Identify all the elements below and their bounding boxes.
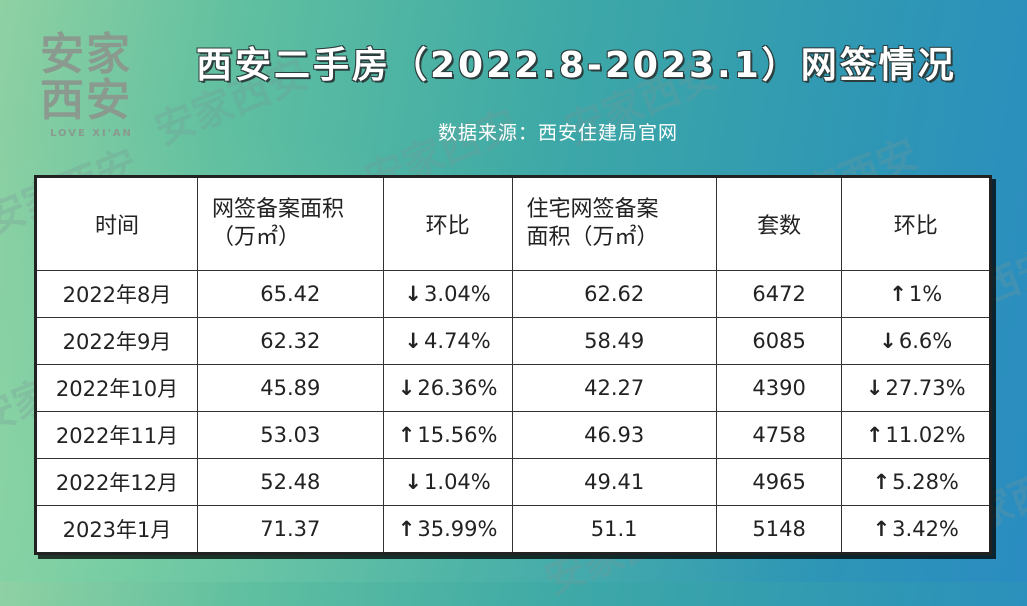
- header-period: 时间: [35, 176, 198, 271]
- cell-area-mom: ↑15.56%: [382, 411, 513, 459]
- table-row: 2022年11月 53.03 ↑15.56% 46.93 4758 ↑11.02%: [35, 411, 991, 459]
- cell-area: 65.42: [197, 270, 384, 318]
- header-units-mom: 环比: [841, 176, 991, 271]
- area-mom-value: 26.36%: [417, 376, 498, 400]
- table-row: 2022年12月 52.48 ↓1.04% 49.41 4965 ↑5.28%: [35, 458, 991, 506]
- cell-period: 2023年1月: [35, 505, 198, 554]
- area-mom-value: 1.04%: [424, 470, 491, 494]
- units-mom-value: 27.73%: [885, 376, 966, 400]
- trend-arrow-icon: ↑: [397, 423, 416, 447]
- cell-area: 53.03: [197, 411, 384, 459]
- header-res-area-line1: 住宅网签备案: [526, 197, 659, 222]
- brand-logo: 安家 西安 LOVE XI'AN: [40, 32, 150, 142]
- data-table: 时间 网签备案面积 （万㎡） 环比 住宅网签备案 面积（万㎡） 套数 环比 20…: [34, 175, 992, 555]
- units-mom-value: 11.02%: [885, 423, 966, 447]
- cell-res-area: 42.27: [511, 364, 717, 412]
- cell-units-mom: ↑5.28%: [841, 458, 991, 506]
- header-area-line1: 网签备案面积: [212, 197, 345, 222]
- cell-units: 5148: [715, 505, 843, 554]
- cell-area-mom: ↓4.74%: [382, 317, 513, 365]
- cell-area-mom: ↑35.99%: [382, 505, 513, 554]
- units-mom-value: 5.28%: [892, 470, 959, 494]
- table-row: 2022年10月 45.89 ↓26.36% 42.27 4390 ↓27.73%: [35, 364, 991, 412]
- units-mom-value: 3.42%: [892, 517, 959, 541]
- table-body: 2022年8月 65.42 ↓3.04% 62.62 6472 ↑1% 2022年9月 62.…: [35, 270, 991, 554]
- trend-arrow-icon: ↑: [889, 282, 907, 306]
- trend-arrow-icon: ↓: [879, 329, 897, 353]
- cell-area: 45.89: [197, 364, 384, 412]
- cell-period: 2022年10月: [35, 364, 198, 412]
- trend-arrow-icon: ↓: [404, 282, 423, 306]
- cell-units: 4758: [715, 411, 843, 459]
- header-area-line2: （万㎡）: [212, 225, 301, 250]
- cell-units: 4390: [715, 364, 843, 412]
- area-mom-value: 35.99%: [417, 517, 498, 541]
- cell-res-area: 58.49: [511, 317, 717, 365]
- page-title: 西安二手房（2022.8-2023.1）网签情况: [196, 45, 957, 86]
- trend-arrow-icon: ↑: [865, 423, 884, 447]
- logo-line-2: 西安: [40, 75, 132, 126]
- cell-period: 2022年12月: [35, 458, 198, 506]
- cell-res-area: 62.62: [511, 270, 717, 318]
- cell-res-area: 46.93: [511, 411, 717, 459]
- table-row: 2022年9月 62.32 ↓4.74% 58.49 6085 ↓6.6%: [35, 317, 991, 365]
- area-mom-value: 15.56%: [417, 423, 498, 447]
- trend-arrow-icon: ↑: [872, 470, 891, 494]
- table-header-row: 时间 网签备案面积 （万㎡） 环比 住宅网签备案 面积（万㎡） 套数 环比: [35, 176, 991, 271]
- cell-units: 6472: [715, 270, 843, 318]
- area-mom-value: 4.74%: [424, 329, 491, 353]
- header-res-area-line2: 面积（万㎡）: [526, 225, 659, 250]
- cell-res-area: 49.41: [511, 458, 717, 506]
- trend-arrow-icon: ↓: [404, 329, 423, 353]
- cell-area: 52.48: [197, 458, 384, 506]
- cell-units-mom: ↑11.02%: [841, 411, 991, 459]
- trend-arrow-icon: ↑: [872, 517, 891, 541]
- trend-arrow-icon: ↓: [404, 470, 423, 494]
- cell-units-mom: ↑3.42%: [841, 505, 991, 554]
- cell-area-mom: ↓1.04%: [382, 458, 513, 506]
- trend-arrow-icon: ↑: [397, 517, 416, 541]
- header-area-mom: 环比: [382, 176, 513, 271]
- units-mom-value: 1%: [908, 282, 943, 306]
- header-area: 网签备案面积 （万㎡）: [197, 176, 384, 271]
- cell-units: 4965: [715, 458, 843, 506]
- logo-line-1: 安家: [40, 29, 132, 80]
- cell-units-mom: ↑1%: [841, 270, 991, 318]
- cell-period: 2022年8月: [35, 270, 198, 318]
- table-row: 2022年8月 65.42 ↓3.04% 62.62 6472 ↑1%: [35, 270, 991, 318]
- cell-units-mom: ↓6.6%: [841, 317, 991, 365]
- cell-period: 2022年9月: [35, 317, 198, 365]
- cell-area-mom: ↓3.04%: [382, 270, 513, 318]
- header-units: 套数: [715, 176, 843, 271]
- table-row: 2023年1月 71.37 ↑35.99% 51.1 5148 ↑3.42%: [35, 505, 991, 554]
- cell-period: 2022年11月: [35, 411, 198, 459]
- cell-area: 62.32: [197, 317, 384, 365]
- cell-units: 6085: [715, 317, 843, 365]
- area-mom-value: 3.04%: [424, 282, 491, 306]
- cell-units-mom: ↓27.73%: [841, 364, 991, 412]
- cell-area-mom: ↓26.36%: [382, 364, 513, 412]
- cell-res-area: 51.1: [511, 505, 717, 554]
- header-res-area: 住宅网签备案 面积（万㎡）: [511, 176, 717, 271]
- logo-subtitle: LOVE XI'AN: [50, 128, 133, 139]
- data-source-note: 数据来源：西安住建局官网: [438, 122, 679, 144]
- trend-arrow-icon: ↓: [397, 376, 416, 400]
- trend-arrow-icon: ↓: [865, 376, 884, 400]
- units-mom-value: 6.6%: [898, 329, 953, 353]
- cell-area: 71.37: [197, 505, 384, 554]
